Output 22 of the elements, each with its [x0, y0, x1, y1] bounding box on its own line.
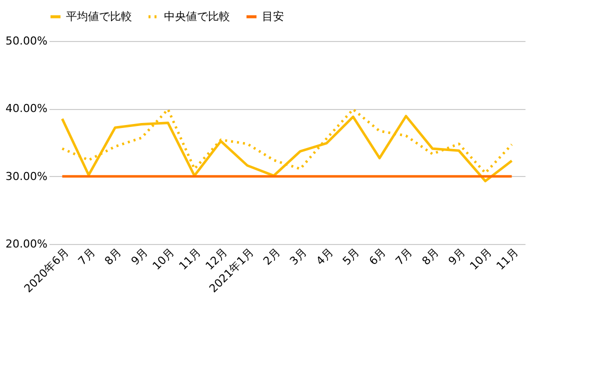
x-tick-label: 11月 — [176, 246, 204, 273]
x-tick-label: 4月 — [314, 246, 336, 268]
x-tick-label: 7月 — [76, 246, 98, 268]
y-tick-label: 30.00% — [6, 170, 48, 183]
legend-label: 中央値で比較 — [164, 10, 230, 23]
x-tick-label: 11月 — [494, 246, 521, 273]
x-tick-label: 9月 — [128, 246, 151, 268]
x-tick-label: 8月 — [420, 246, 442, 268]
x-tick-label: 3月 — [287, 246, 310, 268]
y-tick-label: 20.00% — [6, 238, 48, 250]
legend-label: 平均値で比較 — [66, 10, 132, 23]
x-tick-label: 7月 — [393, 246, 415, 268]
y-tick-label: 40.00% — [6, 102, 48, 116]
x-tick-label: 9月 — [446, 246, 468, 268]
legend-label: 目安 — [262, 10, 284, 23]
y-tick-label: 50.00% — [6, 34, 48, 48]
x-tick-label: 10月 — [150, 246, 177, 273]
x-tick-label: 6月 — [366, 246, 389, 268]
x-tick-label: 5月 — [340, 246, 362, 268]
x-tick-label: 8月 — [102, 246, 124, 268]
x-tick-label: 10月 — [467, 246, 494, 273]
x-tick-label: 2月 — [260, 246, 283, 268]
